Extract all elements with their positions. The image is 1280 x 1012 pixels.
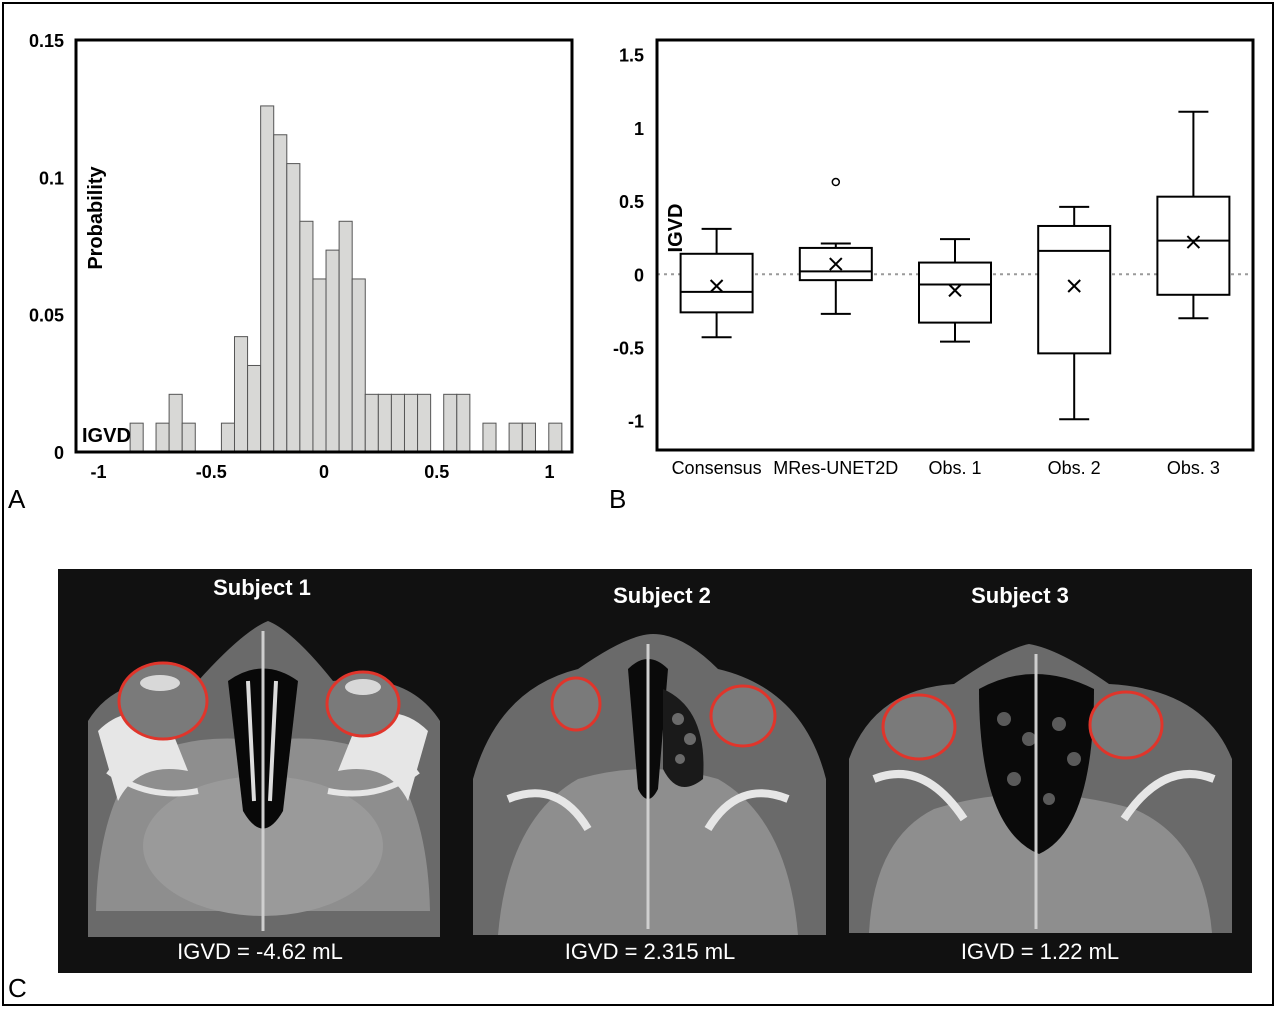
box-2 xyxy=(918,238,992,343)
box-iqr xyxy=(918,261,992,324)
ct-scan-subject-2 xyxy=(468,629,830,935)
ct-scan-panel: Subject 1 Subject 2 Subject 3 xyxy=(58,569,1252,973)
histogram-y-tick-label: 0 xyxy=(54,443,64,463)
histogram-bar-12 xyxy=(325,249,340,453)
histogram-bar-13 xyxy=(338,220,353,453)
box-1 xyxy=(798,177,873,315)
histogram-x-tick-label: 0 xyxy=(319,462,329,482)
box-iqr xyxy=(1156,195,1231,296)
histogram-bar-21 xyxy=(456,393,471,453)
histogram-x-label: IGVD xyxy=(82,425,131,447)
histogram-bar-3 xyxy=(181,422,196,453)
boxplot-category-label: Obs. 1 xyxy=(928,458,981,478)
histogram-y-tick-label: 0.1 xyxy=(39,168,64,188)
histogram-y-tick-label: 0.15 xyxy=(29,31,64,51)
subject-2-igvd-caption: IGVD = 2.315 mL xyxy=(564,939,736,964)
box-mean-marker xyxy=(709,279,724,293)
histogram-bar-8 xyxy=(273,134,288,453)
histogram-plot-frame xyxy=(74,38,574,454)
box-mean-marker xyxy=(829,257,843,271)
subject-1-igvd-caption: IGVD = -4.62 mL xyxy=(177,939,343,964)
panel-label-b: B xyxy=(609,484,627,514)
subject-2-title: Subject 2 xyxy=(613,583,711,608)
boxplot-y-tick-label: 0.5 xyxy=(619,192,644,212)
boxplot-y-tick-label: -0.5 xyxy=(613,339,644,359)
boxplot-y-ticks: 1.5 1 0.5 0 -0.5 -1 xyxy=(613,46,644,432)
boxplot-chart: 1.5 1 0.5 0 -0.5 -1 Consensus MRes-UNET2D Obs. … xyxy=(613,38,1255,478)
box-mean-marker xyxy=(1067,279,1081,293)
box-4 xyxy=(1156,110,1231,320)
histogram-bar-16 xyxy=(377,393,392,453)
histogram-bar-18 xyxy=(403,393,419,453)
histogram-bar-20 xyxy=(443,393,458,453)
boxplot-category-label: Obs. 3 xyxy=(1167,458,1220,478)
box-iqr xyxy=(1037,224,1112,355)
histogram-bar-9 xyxy=(286,163,301,453)
boxplot-y-tick-label: 1 xyxy=(634,119,644,139)
histogram-bar-22 xyxy=(482,422,497,453)
histogram-bar-17 xyxy=(390,393,405,453)
boxplot-plot-frame xyxy=(655,38,1255,452)
boxplot-y-label: IGVD xyxy=(665,204,687,253)
histogram-bar-10 xyxy=(299,220,314,453)
histogram-x-ticks: -1 -0.5 0 0.5 1 xyxy=(91,462,555,482)
box-0 xyxy=(679,227,754,339)
histogram-bar-19 xyxy=(417,393,432,453)
histogram-bar-1 xyxy=(155,422,170,453)
histogram-bar-5 xyxy=(233,336,249,453)
histogram-y-label: Probability xyxy=(85,165,107,269)
histogram-bar-25 xyxy=(548,422,563,453)
histogram-bar-11 xyxy=(312,278,327,453)
histogram-bar-24 xyxy=(521,422,536,453)
panel-label-c: C xyxy=(8,973,27,1003)
boxplot-category-label: Consensus xyxy=(672,458,762,478)
boxplot-y-tick-label: 0 xyxy=(634,265,644,285)
box-mean-marker xyxy=(1186,235,1201,249)
box-iqr xyxy=(679,252,754,314)
histogram-bar-14 xyxy=(351,278,366,453)
histogram-x-tick-label: -0.5 xyxy=(196,462,227,482)
subject-1-title: Subject 1 xyxy=(213,575,311,600)
boxplot-y-tick-label: 1.5 xyxy=(619,46,644,66)
histogram-y-tick-label: 0.05 xyxy=(29,306,64,326)
histogram-bar-2 xyxy=(168,393,183,453)
boxplot-category-label: MRes-UNET2D xyxy=(773,458,898,478)
histogram-x-tick-label: 1 xyxy=(544,462,554,482)
ct-scan-subject-1 xyxy=(78,611,448,937)
histogram-x-tick-label: 0.5 xyxy=(424,462,449,482)
subject-3-title: Subject 3 xyxy=(971,583,1069,608)
boxplot-categories: Consensus MRes-UNET2D Obs. 1 Obs. 2 Obs. 3 xyxy=(672,458,1220,478)
box-3 xyxy=(1037,205,1112,421)
subject-3-igvd-caption: IGVD = 1.22 mL xyxy=(960,939,1120,964)
box-outlier xyxy=(831,177,841,187)
boxplot-category-label: Obs. 2 xyxy=(1048,458,1101,478)
histogram-x-tick-label: -1 xyxy=(91,462,107,482)
histogram-bar-4 xyxy=(220,422,235,453)
histogram-bar-7 xyxy=(260,105,275,453)
histogram-bars xyxy=(129,105,563,453)
histogram-bar-23 xyxy=(508,422,523,453)
histogram-y-ticks: 0 0.05 0.1 0.15 xyxy=(29,31,64,463)
histogram-bar-0 xyxy=(129,422,144,453)
panel-label-a: A xyxy=(8,484,26,514)
boxplot-y-tick-label: -1 xyxy=(628,412,644,432)
histogram-bar-6 xyxy=(247,364,262,453)
histogram-chart: -1 -0.5 0 0.5 1 0 0.05 0.1 0.15 Probability IGV… xyxy=(29,31,574,482)
histogram-bar-15 xyxy=(364,393,379,453)
ct-scan-subject-3 xyxy=(844,629,1236,933)
boxplot-boxes xyxy=(679,110,1231,421)
box-mean-marker xyxy=(948,283,962,298)
